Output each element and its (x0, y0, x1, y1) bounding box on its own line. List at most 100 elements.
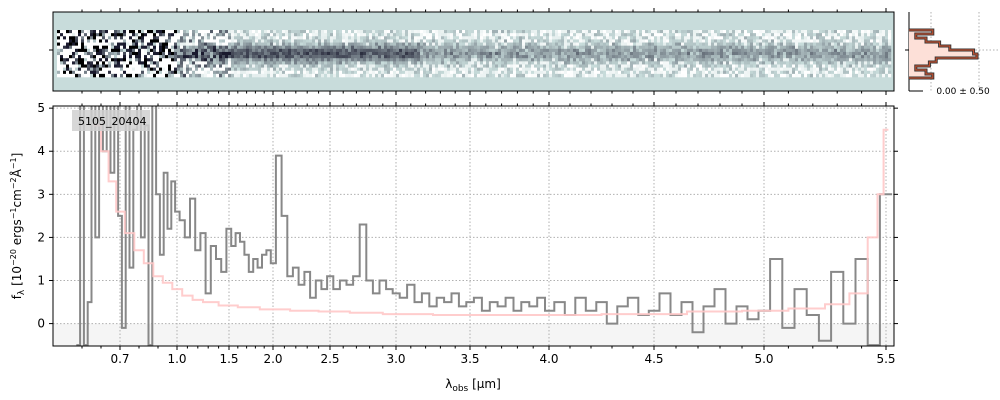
spectrum-2d-pixel (816, 73, 820, 78)
spectrum-2d-pixel (756, 55, 760, 59)
spectrum-2d-pixel (597, 61, 601, 65)
spectrum-2d-pixel (786, 64, 790, 68)
spectrum-2d-pixel (462, 39, 466, 43)
spectrum-2d-pixel (465, 42, 469, 46)
spectrum-2d-pixel (831, 70, 835, 75)
spectrum-2d-pixel (798, 30, 802, 34)
spectrum-2d-pixel (714, 39, 718, 43)
spectrum-2d-pixel (60, 55, 64, 59)
spectrum-2d-pixel (141, 48, 145, 53)
spectrum-2d-pixel (528, 48, 532, 53)
spectrum-2d-pixel (483, 61, 487, 65)
spectrum-2d-pixel (855, 42, 859, 46)
spectrum-2d-pixel (687, 67, 691, 72)
spectrum-2d-pixel (660, 64, 664, 68)
spectrum-2d-pixel (57, 55, 61, 59)
spectrum-2d-pixel (879, 58, 883, 62)
spectrum-2d-pixel (222, 55, 226, 59)
spectrum-2d-pixel (789, 42, 793, 46)
spectrum-2d-pixel (345, 58, 349, 62)
spectrum-2d-pixel (555, 42, 559, 46)
spectrum-2d-pixel (660, 45, 664, 50)
spectrum-2d-pixel (855, 36, 859, 40)
spectrum-2d-pixel (612, 33, 616, 37)
spectrum-2d-pixel (114, 30, 118, 34)
spectrum-2d-pixel (858, 42, 862, 46)
spectrum-2d-pixel (582, 55, 586, 59)
spectrum-2d-pixel (561, 30, 565, 34)
spectrum-2d-pixel (765, 64, 769, 68)
spectrum-2d-pixel (486, 58, 490, 62)
spectrum-2d-pixel (690, 73, 694, 78)
spectrum-2d-pixel (573, 73, 577, 78)
spectrum-2d-pixel (375, 55, 379, 59)
spectrum-2d-pixel (87, 64, 91, 68)
spectrum-2d-pixel (405, 55, 409, 59)
spectrum-2d-pixel (651, 39, 655, 43)
spectrum-2d-pixel (78, 30, 82, 34)
spectrum-2d-pixel (213, 61, 217, 65)
spectrum-2d-pixel (795, 70, 799, 75)
spectrum-2d-pixel (594, 30, 598, 34)
spectrum-2d-pixel (537, 48, 541, 53)
spectrum-2d-pixel (246, 67, 250, 72)
spectrum-2d-pixel (108, 33, 112, 37)
spectrum-2d-pixel (708, 64, 712, 68)
spectrum-2d-pixel (201, 39, 205, 43)
spectrum-2d-pixel (132, 30, 136, 34)
spectrum-2d-pixel (507, 33, 511, 37)
spectrum-2d-pixel (747, 45, 751, 50)
spectrum-2d-pixel (156, 51, 160, 56)
spectrum-2d-pixel (492, 70, 496, 75)
spectrum-2d-pixel (333, 51, 337, 56)
spectrum-2d-pixel (828, 55, 832, 59)
spectrum-2d-pixel (843, 51, 847, 56)
spectrum-2d-pixel (309, 64, 313, 68)
spectrum-2d-pixel (717, 51, 721, 56)
spectrum-2d-pixel (837, 55, 841, 59)
spectrum-2d-pixel (90, 55, 94, 59)
spectrum-2d-pixel (525, 67, 529, 72)
spectrum-2d-pixel (366, 51, 370, 56)
spectrum-2d-pixel (129, 58, 133, 62)
spectrum-2d-pixel (510, 55, 514, 59)
spectrum-2d-pixel (405, 48, 409, 53)
spectrum-2d-pixel (570, 39, 574, 43)
spectrum-2d-pixel (111, 42, 115, 46)
spectrum-2d-pixel (564, 42, 568, 46)
spectrum-2d-pixel (261, 30, 265, 34)
spectrum-2d-pixel (210, 55, 214, 59)
spectrum-2d-pixel (366, 30, 370, 34)
spectrum-2d-pixel (189, 73, 193, 78)
spectrum-2d-pixel (540, 42, 544, 46)
spectrum-2d-pixel (432, 30, 436, 34)
spectrum-2d-pixel (423, 61, 427, 65)
spectrum-2d-pixel (417, 61, 421, 65)
spectrum-2d-pixel (297, 73, 301, 78)
spectrum-2d-pixel (465, 70, 469, 75)
spectrum-2d-pixel (132, 70, 136, 75)
spectrum-2d-pixel (351, 45, 355, 50)
spectrum-2d-pixel (405, 39, 409, 43)
spectrum-2d-pixel (633, 73, 637, 78)
spectrum-2d-pixel (276, 67, 280, 72)
spectrum-2d-pixel (528, 67, 532, 72)
spectrum-2d-pixel (519, 36, 523, 40)
spectrum-2d-pixel (687, 42, 691, 46)
spectrum-2d-pixel (768, 51, 772, 56)
spectrum-2d-pixel (492, 45, 496, 50)
spectrum-2d-pixel (321, 64, 325, 68)
spectrum-2d-pixel (258, 48, 262, 53)
spectrum-2d-pixel (327, 67, 331, 72)
spectrum-2d-pixel (672, 67, 676, 72)
spectrum-2d-pixel (189, 45, 193, 50)
spectrum-2d-pixel (126, 48, 130, 53)
spectrum-2d-pixel (678, 30, 682, 34)
spectrum-2d-pixel (552, 36, 556, 40)
spectrum-2d-pixel (213, 67, 217, 72)
spectrum-2d-pixel (621, 33, 625, 37)
spectrum-2d-pixel (804, 58, 808, 62)
spectrum-2d-pixel (252, 36, 256, 40)
spectrum-2d-pixel (255, 48, 259, 53)
spectrum-2d-pixel (312, 48, 316, 53)
